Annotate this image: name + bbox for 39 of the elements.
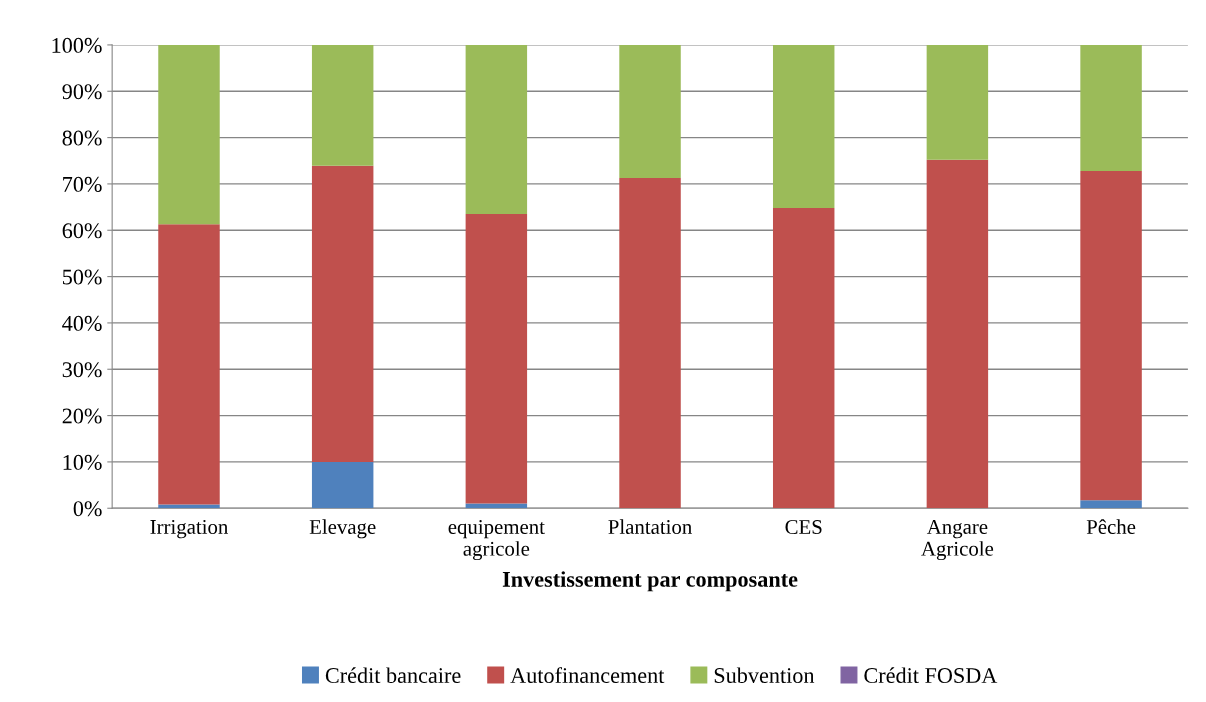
y-tick-label: 50% [62,269,102,285]
bar [311,461,374,509]
x-tick-label: Elevage [309,519,376,539]
x-tick-label: Angare Agricole [921,520,994,561]
bar [619,177,681,509]
bar [311,44,374,166]
y-tick-label: 30% [62,362,102,378]
legend-label: Autofinancement [510,667,665,684]
bar [926,159,989,509]
bar [619,44,681,178]
x-axis-title: Investissement par composante [502,571,798,592]
y-tick-label: 0% [73,501,102,517]
bar [1080,44,1142,171]
y-tick-label: 20% [62,408,102,424]
x-tick-label: Irrigation [150,519,229,539]
bar [1080,170,1142,501]
y-tick-label: 90% [62,84,102,100]
x-tick-label: Pêche [1086,519,1136,535]
bar [772,208,835,509]
x-tick-label: equipement agricole [448,520,545,561]
y-tick-label: 70% [63,176,102,192]
y-tick-label: 60% [62,223,102,239]
y-tick-label: 10% [63,454,102,470]
bar [311,165,374,462]
legend-label: Subvention [714,667,815,684]
y-tick-label: 100% [52,37,102,53]
y-tick-label: 80% [62,130,102,146]
bar [926,44,989,160]
x-tick-label: CES [785,520,822,535]
y-tick-label: 40% [62,315,102,331]
bar [158,44,220,225]
bar [1080,500,1142,509]
legend-label: Crédit FOSDA [864,667,998,684]
bar [465,214,528,504]
legend-label: Crédit bancaire [325,667,461,684]
bar [158,224,220,505]
x-tick-label: Plantation [608,519,692,535]
bar [465,44,528,215]
bar [772,44,835,209]
